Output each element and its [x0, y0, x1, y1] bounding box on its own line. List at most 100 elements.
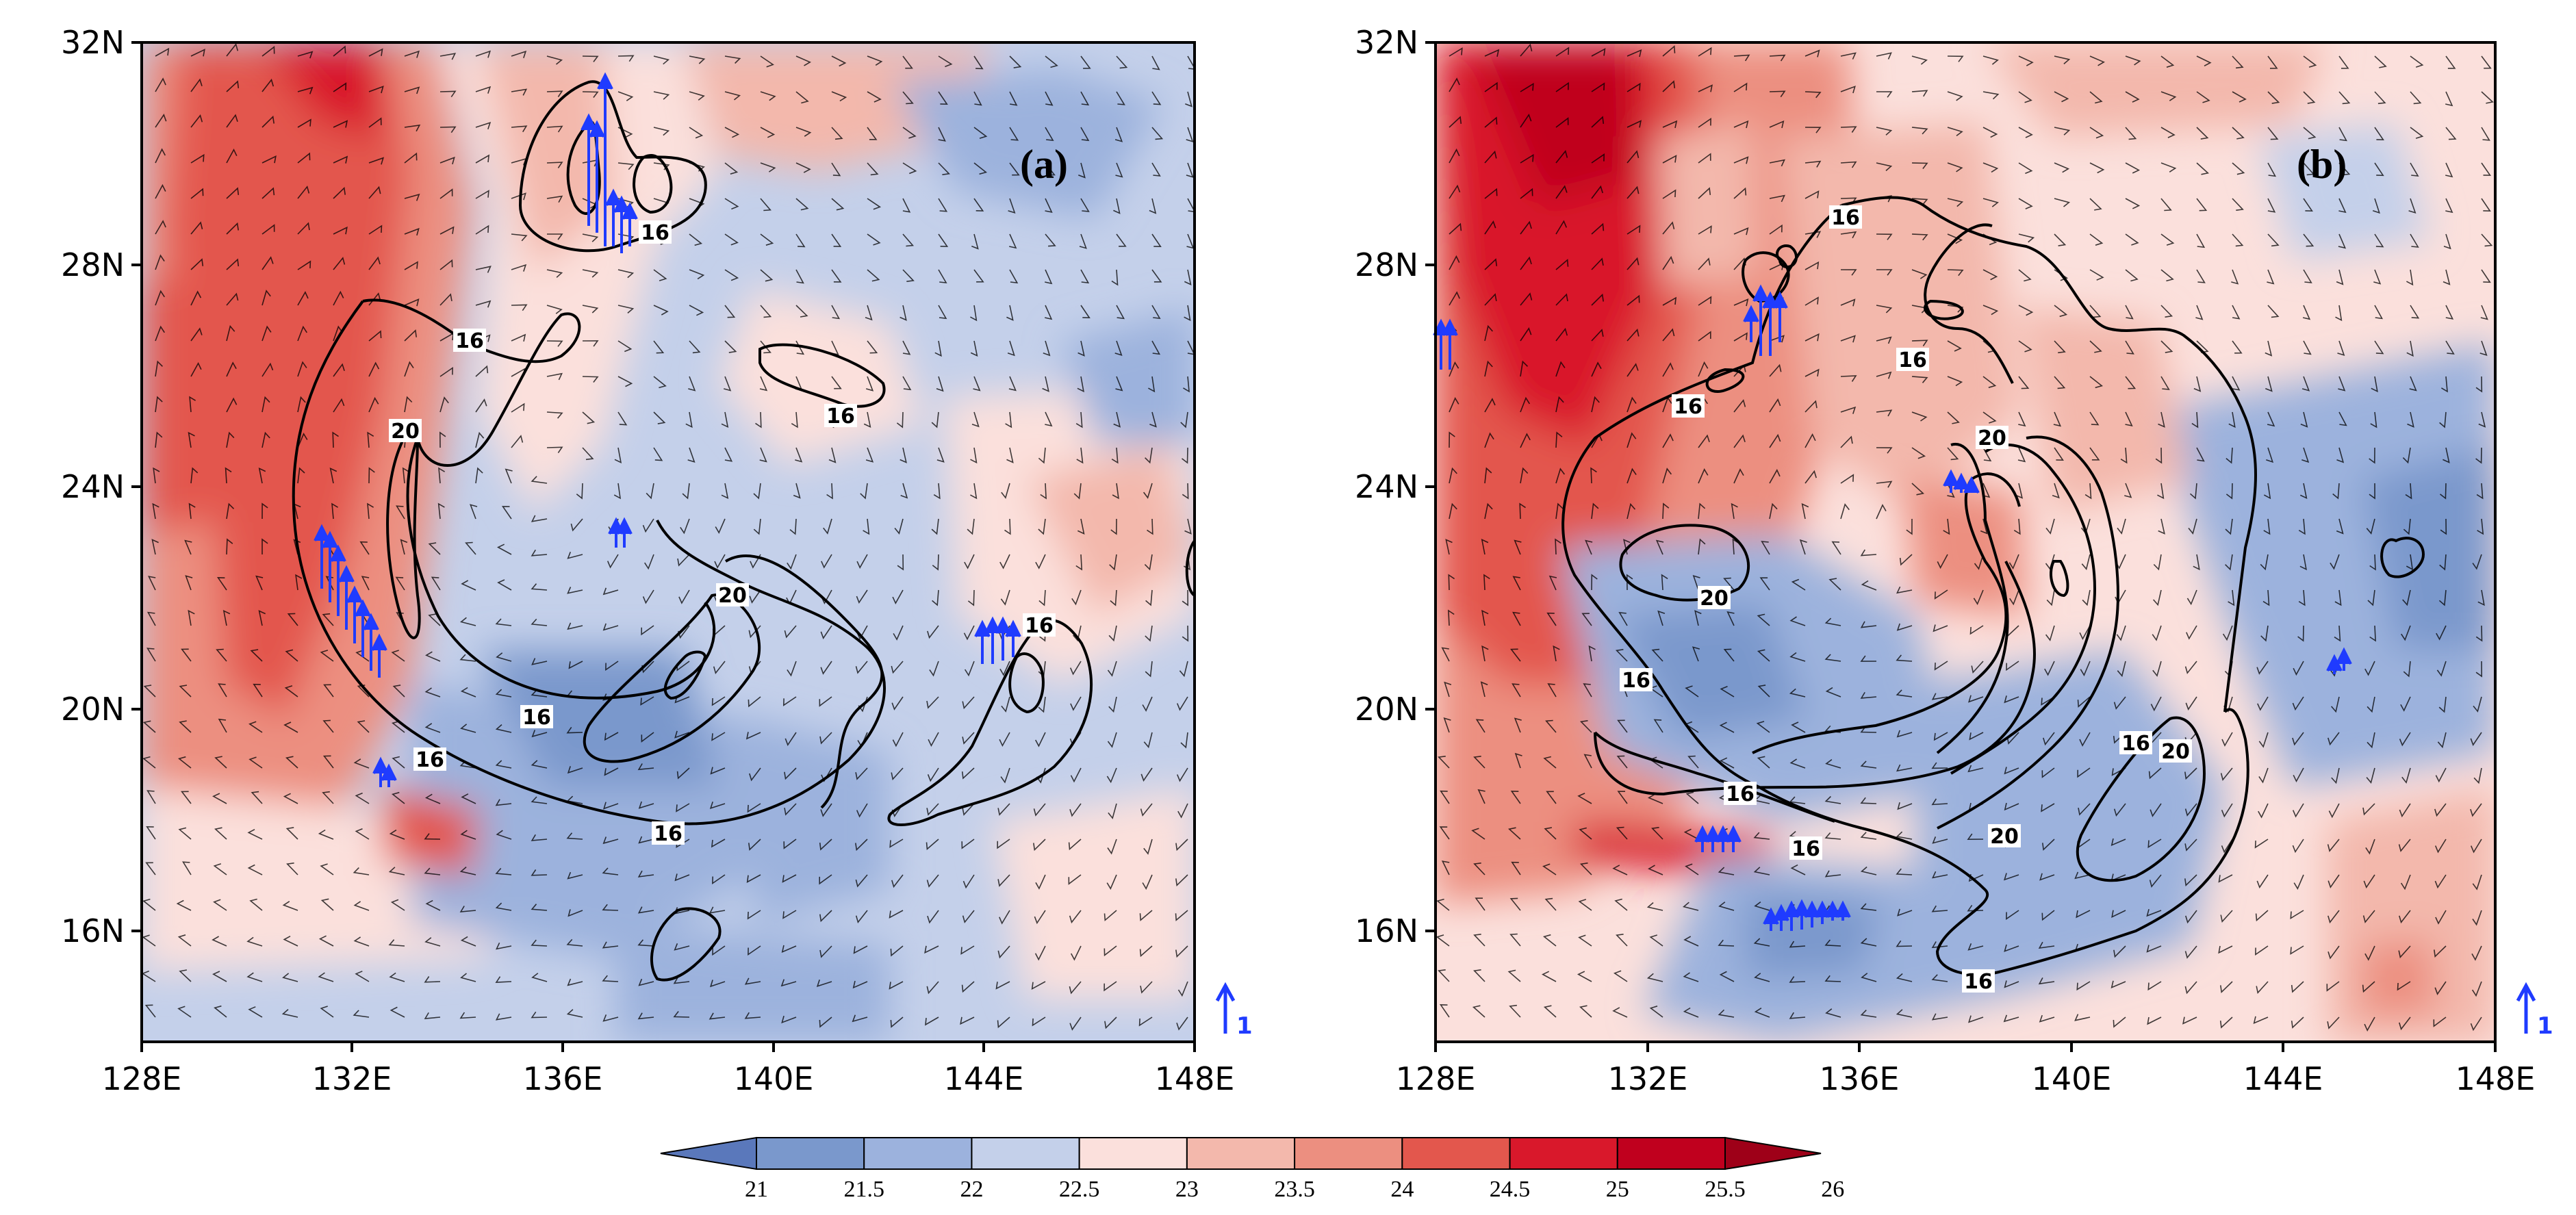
wind-barb [459, 906, 476, 913]
wind-barb [724, 305, 736, 318]
wind-barb [188, 609, 195, 626]
wind-barb [785, 732, 797, 747]
wind-barb [1182, 625, 1189, 642]
wind-barb [262, 538, 268, 554]
wind-barb [926, 874, 939, 888]
wind-barb [2076, 981, 2091, 991]
wind-barb [582, 376, 599, 383]
wind-barb [755, 411, 762, 429]
wind-barb [856, 589, 868, 604]
wind-barb [2290, 910, 2304, 919]
wind-barb [1445, 539, 1453, 555]
wind-barb [531, 973, 548, 982]
contour-line [633, 154, 673, 214]
wind-barb [964, 661, 975, 677]
wind-barb [262, 115, 275, 128]
colorbar-swatch [756, 1137, 865, 1170]
motion-vector [1953, 472, 1969, 493]
wind-barb [831, 198, 845, 211]
wind-barb [1075, 411, 1083, 429]
wind-barb [2232, 198, 2244, 211]
wind-barb [759, 447, 767, 463]
wind-barb [1683, 1007, 1699, 1018]
wind-barb [1685, 863, 1699, 875]
wind-barb [2331, 767, 2340, 784]
wind-barb [177, 756, 192, 769]
contour-line [1936, 442, 2009, 754]
wind-barb [1971, 661, 1984, 674]
wind-barb [155, 325, 165, 342]
wind-barb [1733, 82, 1748, 92]
wind-barb [1542, 934, 1557, 947]
wind-barb [1116, 233, 1127, 247]
wind-barb [1698, 153, 1711, 164]
wind-barb [501, 506, 512, 520]
wind-barb [322, 719, 334, 733]
wind-barb [1069, 803, 1082, 817]
wind-barb [2079, 732, 2091, 747]
wind-barb [297, 433, 308, 448]
wind-barb [963, 625, 975, 641]
wind-barb [1045, 127, 1054, 141]
wind-barb [1038, 518, 1046, 535]
wind-barb [2475, 447, 2482, 464]
wind-barb [1040, 483, 1047, 500]
wind-barb [1840, 298, 1856, 307]
wind-barb [2189, 483, 2197, 500]
wind-barb [2403, 661, 2411, 678]
wind-barb [2160, 127, 2176, 138]
wind-barb [1911, 340, 1928, 346]
wind-barb [1507, 969, 1521, 982]
wind-barb [1896, 868, 1913, 875]
wind-barb [368, 225, 383, 235]
wind-barb [856, 803, 868, 818]
wind-barb [1754, 901, 1770, 911]
wind-barb [1579, 862, 1592, 875]
wind-barb [855, 767, 868, 780]
wind-barb [1591, 153, 1605, 164]
wind-barb [2009, 589, 2019, 606]
wind-barb [2044, 661, 2055, 676]
contour-line [1924, 223, 2014, 384]
wind-barb [1591, 48, 1606, 57]
wind-barb [1591, 293, 1604, 306]
wind-barb [333, 398, 345, 413]
wind-barb [2473, 767, 2482, 784]
wind-barb [938, 233, 949, 247]
wind-barb [2437, 732, 2447, 749]
wind-barb [2155, 447, 2163, 464]
wind-barb [760, 233, 774, 246]
wind-barb [1733, 468, 1744, 484]
wind-barb [1175, 839, 1188, 852]
wind-barb [424, 937, 441, 947]
wind-barb [653, 91, 670, 100]
wind-barb [226, 148, 238, 164]
wind-barb [784, 625, 797, 639]
wind-barb [2256, 981, 2269, 995]
wind-barb [190, 78, 203, 92]
wind-barb [2160, 91, 2177, 101]
x-tick-label: 132E [312, 1060, 392, 1097]
wind-barb [973, 198, 984, 212]
wind-barb [1860, 1010, 1877, 1018]
wind-barb [2018, 162, 2033, 175]
wind-barb [927, 625, 939, 639]
wind-barb [617, 91, 634, 101]
wind-barb [749, 589, 761, 604]
colorbar-label: 24 [1390, 1177, 1414, 1202]
wind-barb [1544, 827, 1557, 840]
wind-barb [1733, 187, 1747, 199]
wind-barb [568, 909, 583, 917]
wind-barb [1145, 589, 1153, 606]
wind-barb [333, 155, 348, 164]
wind-barb [155, 220, 166, 235]
wind-barb [142, 756, 156, 769]
wind-barb [1769, 90, 1786, 98]
wind-barb [2338, 127, 2347, 142]
wind-barb [932, 589, 939, 606]
wind-barb [1449, 502, 1457, 520]
wind-barb [617, 55, 635, 62]
wind-barb [2160, 162, 2177, 172]
wind-barb [1726, 611, 1735, 626]
wind-barb [2232, 233, 2244, 247]
